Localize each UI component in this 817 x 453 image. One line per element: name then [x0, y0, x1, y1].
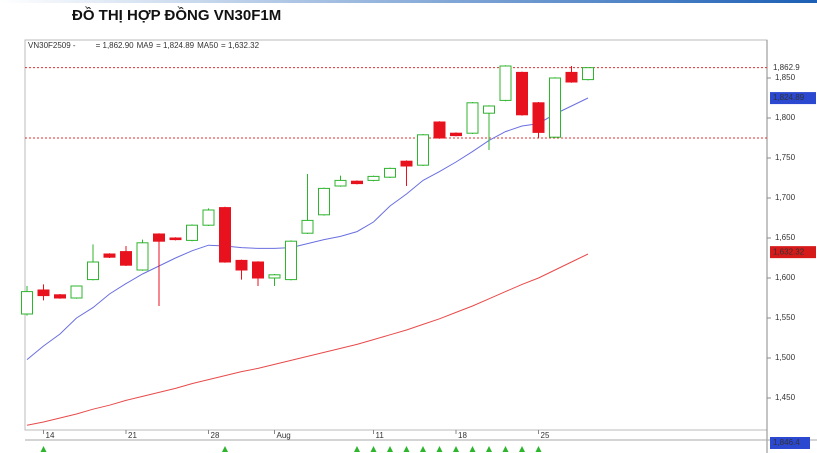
candle-body	[334, 179, 347, 187]
y-tick-label: 1,800	[775, 113, 796, 122]
candle-body	[565, 71, 578, 83]
y-tick-label: 1,750	[775, 153, 796, 162]
candle-body	[153, 233, 165, 242]
candle-body	[87, 261, 99, 281]
signal-marker	[436, 446, 443, 452]
signal-marker	[469, 446, 476, 452]
candle-body	[235, 259, 248, 271]
candle-body	[549, 77, 561, 138]
candle-body	[466, 102, 479, 134]
price-badge-label: 1,862.9	[773, 63, 800, 72]
candle-body	[285, 240, 297, 281]
price-badge-label: 1,632.32	[773, 247, 805, 256]
candle-body	[37, 289, 50, 297]
y-tick-label: 1,550	[775, 313, 796, 322]
y-tick-label: 1,700	[775, 193, 796, 202]
signal-marker	[502, 446, 509, 452]
candle-body	[499, 65, 512, 101]
x-tick-label: 28	[211, 431, 220, 440]
candle-body	[318, 187, 330, 216]
signal-marker	[354, 446, 360, 452]
legend-entry: MA50	[197, 41, 218, 50]
candle-body	[450, 132, 462, 137]
legend-entry: MA9	[137, 41, 154, 50]
candle-body	[103, 253, 116, 258]
candle-body	[120, 251, 132, 266]
ma-line	[26, 253, 589, 426]
top-bar	[0, 0, 817, 3]
price-badge	[770, 246, 816, 259]
lower-panel-markers	[40, 446, 542, 452]
legend-entry: = 1,632.32	[221, 41, 260, 50]
legend-entry: = 1,862.90	[96, 41, 135, 50]
signal-marker	[535, 446, 542, 452]
candle-body	[516, 71, 528, 116]
legend-entry: VN30F2509 -	[28, 41, 76, 50]
candle-body	[202, 209, 215, 226]
signal-marker	[222, 446, 228, 452]
signal-marker	[403, 446, 410, 452]
candle-body	[582, 67, 594, 81]
candle-body	[70, 285, 83, 299]
legend-entry: = 1,824.89	[156, 41, 195, 50]
candle-body	[136, 242, 149, 271]
price-badge	[770, 92, 816, 105]
price-badge-label: 1,824.89	[773, 93, 805, 102]
y-tick-label: 1,650	[775, 233, 796, 242]
chart-title: ĐỒ THỊ HỢP ĐỒNG VN30F1M	[72, 6, 281, 24]
plot-frame	[24, 39, 768, 431]
candle-body	[301, 219, 314, 234]
candle-body	[532, 102, 545, 133]
signal-marker	[453, 446, 459, 452]
y-tick-label: 1,850	[775, 73, 796, 82]
candle-body	[169, 237, 182, 241]
candle-body	[433, 121, 446, 139]
candle-body	[252, 261, 264, 279]
x-tick-label: 14	[46, 431, 55, 440]
candle-body	[367, 175, 380, 181]
signal-marker	[420, 446, 426, 452]
lower-badge-label: 1,846.4	[773, 438, 800, 447]
candle-body	[384, 167, 396, 178]
signal-marker	[387, 446, 393, 452]
signal-marker	[486, 446, 492, 452]
candle-body	[54, 294, 66, 299]
ma-line	[26, 97, 589, 360]
y-tick-label: 1,500	[775, 353, 796, 362]
signal-marker	[370, 446, 377, 452]
candle-body	[268, 274, 281, 279]
candle-body	[400, 160, 413, 167]
candle-body	[483, 105, 495, 114]
x-tick-label: 21	[128, 431, 137, 440]
candle-body	[186, 224, 198, 241]
candle-body	[219, 207, 231, 263]
x-tick-label: 25	[541, 431, 550, 440]
candle-body	[417, 134, 429, 166]
x-tick-label: Aug	[277, 431, 291, 440]
candle-body	[351, 180, 363, 185]
y-tick-label: 1,600	[775, 273, 796, 282]
y-tick-label: 1,450	[775, 393, 796, 402]
signal-marker	[519, 446, 525, 452]
x-tick-label: 18	[458, 431, 467, 440]
signal-marker	[40, 446, 47, 452]
x-tick-label: 11	[376, 431, 385, 440]
candle-body	[21, 291, 33, 315]
lower-badge	[770, 437, 810, 449]
